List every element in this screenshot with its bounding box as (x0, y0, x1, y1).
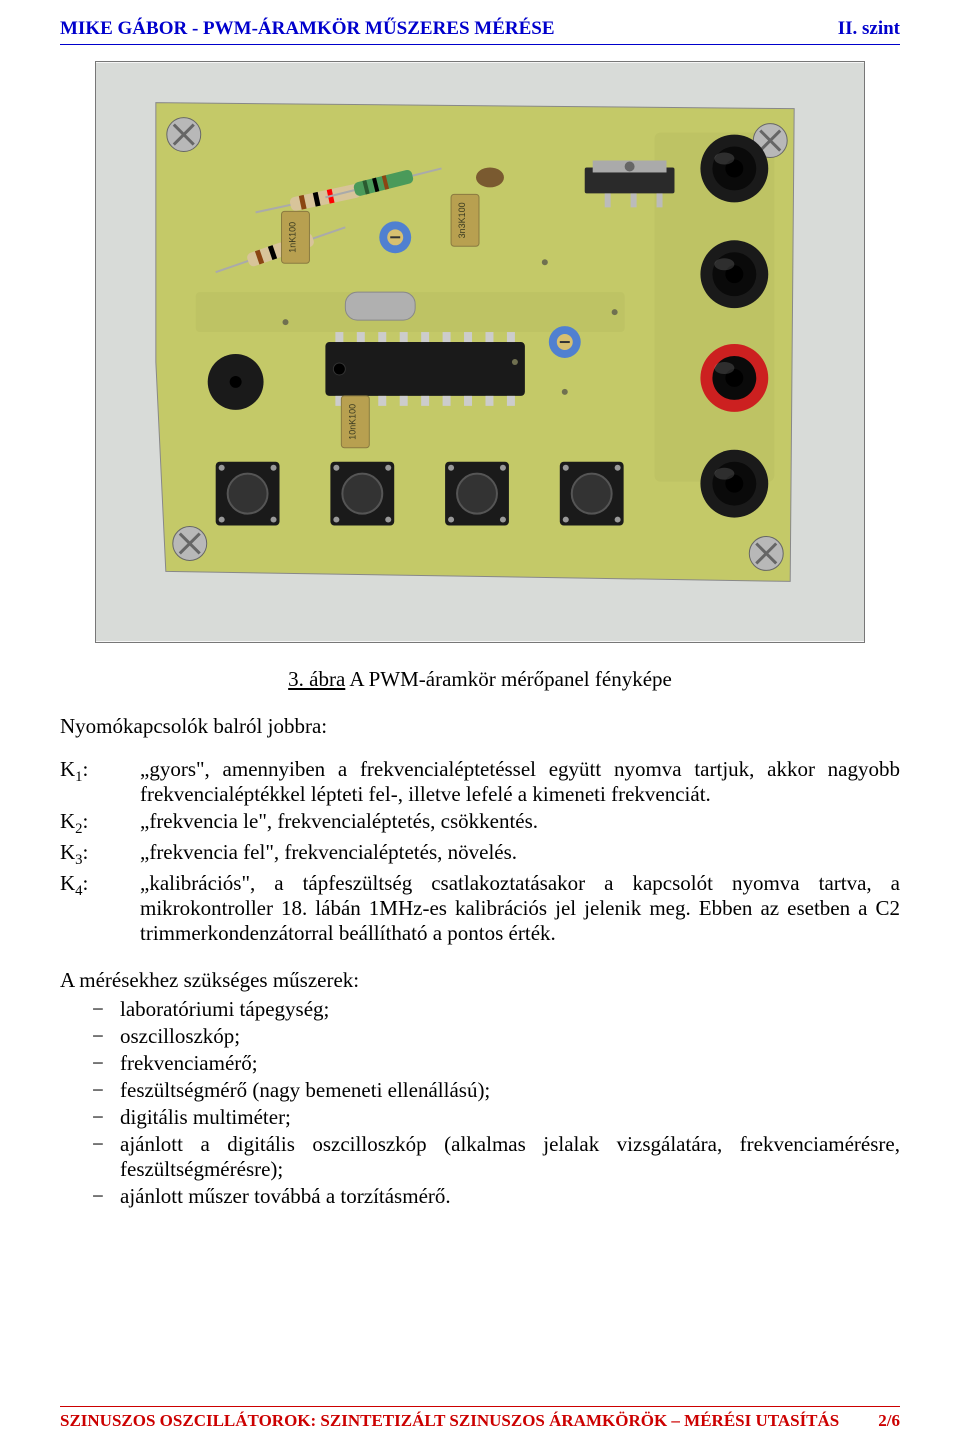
footer-rule (60, 1406, 900, 1407)
definition-key: K3: (60, 840, 140, 869)
instruments-list: laboratóriumi tápegység;oszcilloszkóp;fr… (60, 997, 900, 1209)
instrument-item: digitális multiméter; (120, 1105, 900, 1130)
definition-key: K1: (60, 757, 140, 807)
header-title: MIKE GÁBOR - PWM-ÁRAMKÖR MŰSZERES MÉRÉSE (60, 18, 555, 40)
definition-value: „frekvencia le", frekvencialéptetés, csö… (140, 809, 900, 838)
svg-text:10nK100: 10nK100 (347, 404, 357, 440)
caption-text: A PWM-áramkör mérőpanel fényképe (345, 667, 672, 691)
caption-number: 3. ábra (288, 667, 345, 691)
instrument-item: frekvenciamérő; (120, 1051, 900, 1076)
switch-definitions: K1:„gyors", amennyiben a frekvencialépte… (60, 757, 900, 946)
defs-intro: Nyomókapcsolók balról jobbra: (60, 714, 900, 739)
definition-row: K3:„frekvencia fel", frekvencialéptetés,… (60, 840, 900, 869)
instrument-item: laboratóriumi tápegység; (120, 997, 900, 1022)
instrument-item: oszcilloszkóp; (120, 1024, 900, 1049)
figure-caption: 3. ábra A PWM-áramkör mérőpanel fényképe (60, 667, 900, 692)
header-level: II. szint (838, 18, 900, 40)
footer-text: SZINUSZOS OSZCILLÁTOROK: SZINTETIZÁLT SZ… (60, 1411, 839, 1431)
definition-row: K1:„gyors", amennyiben a frekvencialépte… (60, 757, 900, 807)
definition-row: K2:„frekvencia le", frekvencialéptetés, … (60, 809, 900, 838)
definition-row: K4:„kalibrációs", a tápfeszültség csatla… (60, 871, 900, 946)
definition-value: „frekvencia fel", frekvencialéptetés, nö… (140, 840, 900, 869)
definition-key: K4: (60, 871, 140, 946)
instrument-item: feszültségmérő (nagy bemeneti ellenállás… (120, 1078, 900, 1103)
page-footer: SZINUSZOS OSZCILLÁTOROK: SZINTETIZÁLT SZ… (60, 1406, 900, 1431)
definition-value: „kalibrációs", a tápfeszültség csatlakoz… (140, 871, 900, 946)
page-number: 2/6 (878, 1411, 900, 1431)
page-header: MIKE GÁBOR - PWM-ÁRAMKÖR MŰSZERES MÉRÉSE… (60, 0, 900, 40)
pcb-photo-svg: 1nK100 3n3K100 10nK100 (96, 62, 864, 642)
svg-text:1nK100: 1nK100 (287, 222, 297, 253)
definition-key: K2: (60, 809, 140, 838)
svg-text:3n3K100: 3n3K100 (457, 202, 467, 238)
header-rule (60, 44, 900, 45)
instrument-item: ajánlott a digitális oszcilloszkóp (alka… (120, 1132, 900, 1182)
definition-value: „gyors", amennyiben a frekvencialéptetés… (140, 757, 900, 807)
pcb-photo: 1nK100 3n3K100 10nK100 (95, 61, 865, 643)
instrument-item: ajánlott műszer továbbá a torzításmérő. (120, 1184, 900, 1209)
instruments-heading: A mérésekhez szükséges műszerek: (60, 968, 900, 993)
